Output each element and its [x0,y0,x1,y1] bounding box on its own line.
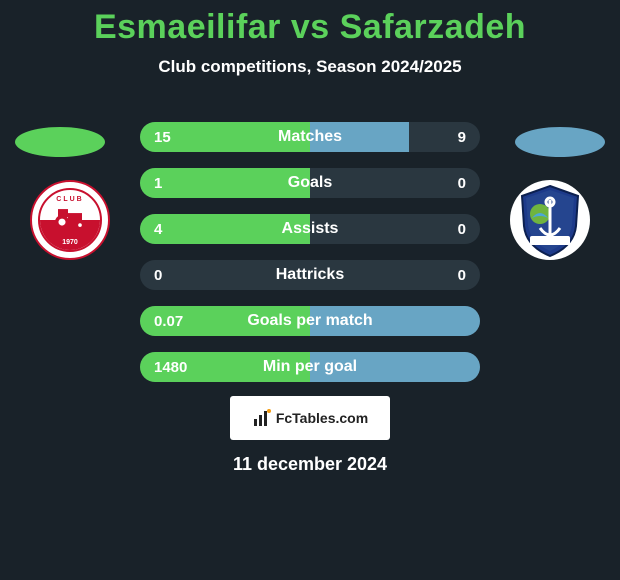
page-title: Esmaeilifar vs Safarzadeh [0,0,620,47]
stat-value-right: 0 [444,260,480,290]
comparison-card: Esmaeilifar vs Safarzadeh Club competiti… [0,0,620,580]
stat-row: Min per goal1480 [140,352,480,382]
stat-value-left: 15 [140,122,185,152]
date: 11 december 2024 [0,454,620,475]
left-badge-club-text: CLUB [40,196,100,203]
stat-row: Hattricks0 0 [140,260,480,290]
team-badge-right [510,180,590,260]
stat-value-right: 0 [444,168,480,198]
team-badge-left: CLUB 1970 [30,180,110,260]
fctables-logo-icon [252,408,272,428]
stat-row: Goals per match0.07 [140,306,480,336]
stat-value-left: 1 [140,168,176,198]
tractor-icon [52,206,88,230]
comparison-bars: Matches159Goals10Assists40Hattricks00Goa… [140,122,480,398]
stat-row: Goals1 0 [140,168,480,198]
stat-row: Assists4 0 [140,214,480,244]
badge-shadow-left [15,127,105,157]
stat-value-right: 0 [444,214,480,244]
anchor-shield-icon [510,180,590,260]
stat-value-left: 4 [140,214,176,244]
subtitle: Club competitions, Season 2024/2025 [0,57,620,77]
stat-row: Matches15 9 [140,122,480,152]
stat-value-left: 0.07 [140,306,197,336]
stat-value-left: 1480 [140,352,201,382]
stat-label: Matches [140,122,480,152]
fctables-label: FcTables.com [276,410,368,426]
stat-value-right: 9 [444,122,480,152]
stat-value-left: 0 [140,260,176,290]
stat-label: Hattricks [140,260,480,290]
badge-shadow-right [515,127,605,157]
left-badge-year-text: 1970 [40,239,100,246]
stat-label: Goals [140,168,480,198]
fctables-badge[interactable]: FcTables.com [230,396,390,440]
stat-label: Assists [140,214,480,244]
